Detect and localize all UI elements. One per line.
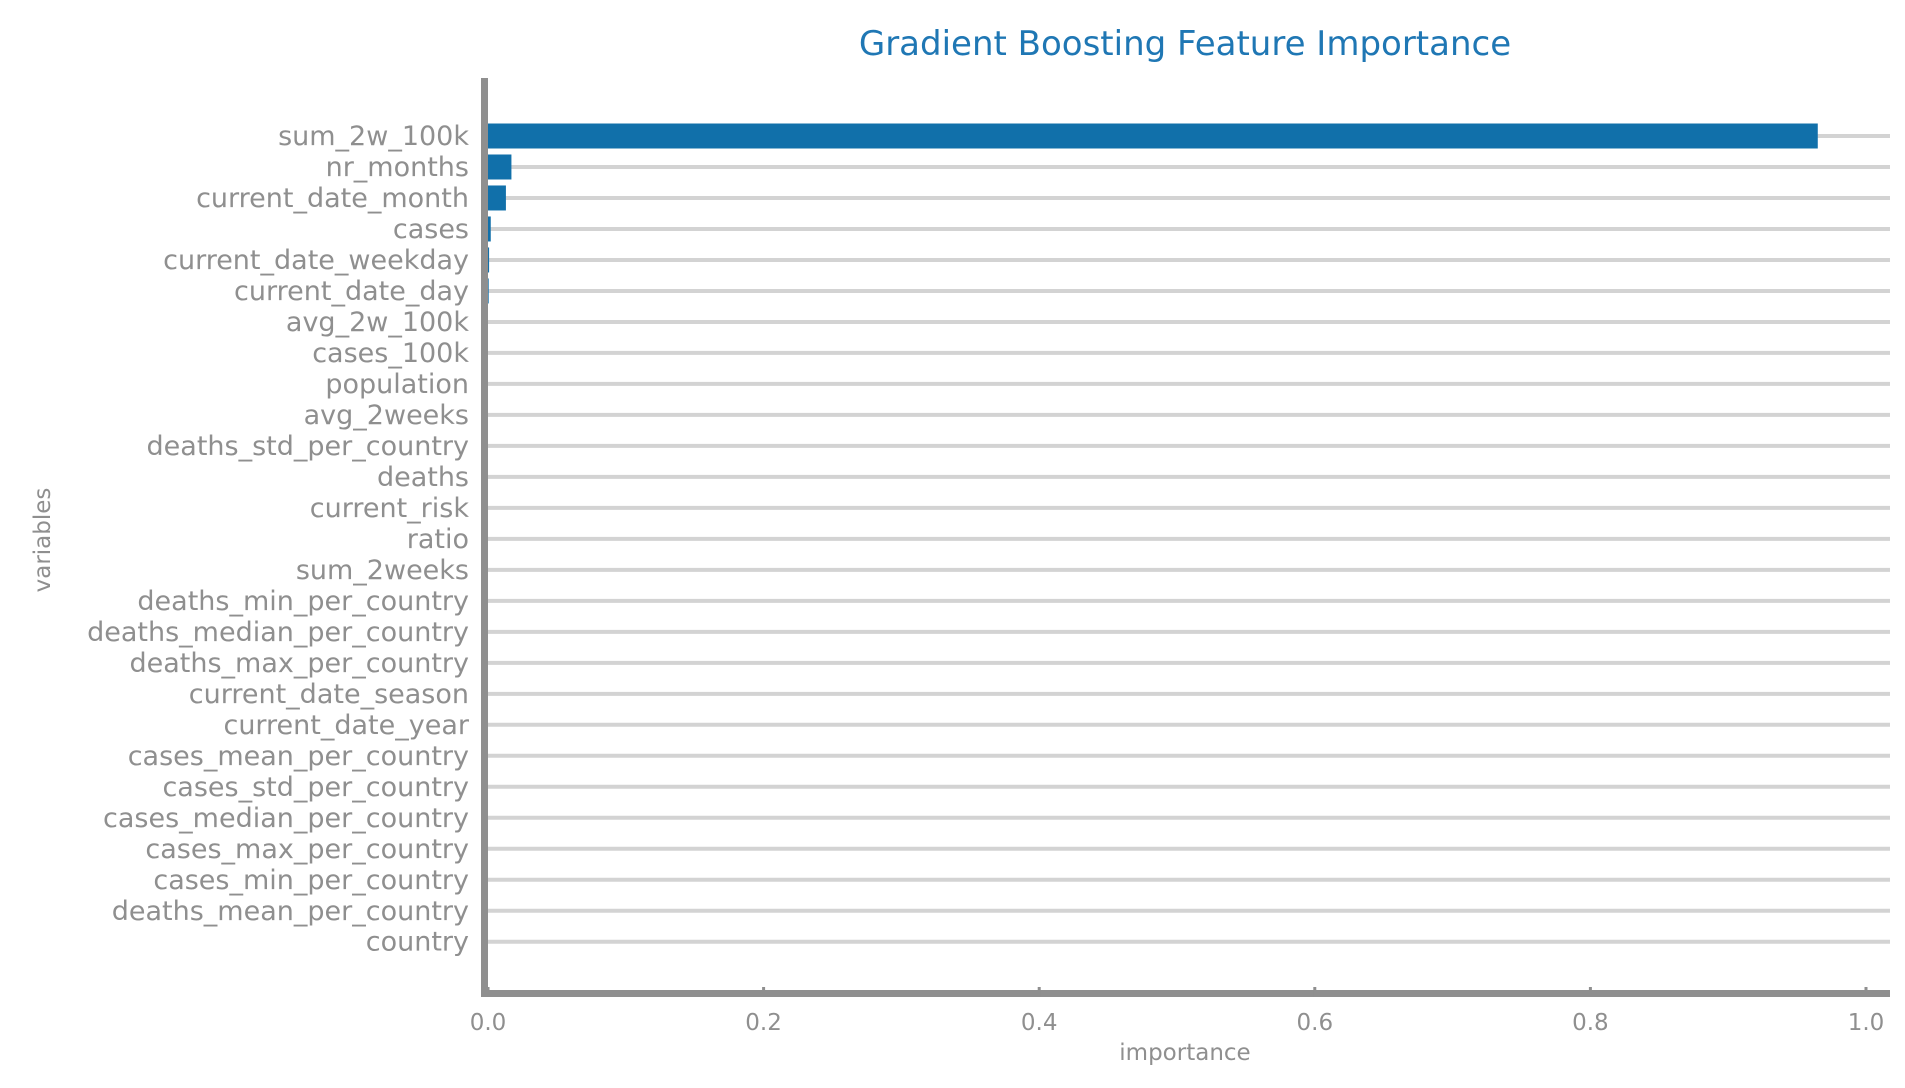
y-tick-label: current_date_year xyxy=(223,710,469,741)
y-tick-label: sum_2w_100k xyxy=(278,121,469,152)
bars xyxy=(488,123,1818,304)
y-tick-label: current_date_season xyxy=(189,679,469,710)
y-tick-label: deaths_mean_per_country xyxy=(112,896,469,927)
y-tick-label: cases_100k xyxy=(312,338,469,369)
y-tick-label: cases_min_per_country xyxy=(153,865,469,896)
y-axis-label: variables xyxy=(30,488,56,593)
y-tick-label: population xyxy=(325,369,469,400)
y-tick-label: deaths_max_per_country xyxy=(130,648,470,679)
grid-lines xyxy=(488,134,1890,944)
y-tick-label: deaths_min_per_country xyxy=(137,586,469,617)
y-tick-label: deaths xyxy=(377,462,469,493)
y-tick-label: avg_2weeks xyxy=(304,400,469,431)
y-tick-label: deaths_std_per_country xyxy=(147,431,469,462)
y-tick-label: cases xyxy=(393,214,469,245)
bar-nr_months xyxy=(488,154,512,180)
y-tick-label: current_date_weekday xyxy=(163,245,469,276)
y-tick-label: cases_std_per_country xyxy=(162,772,469,803)
bar-current_date_month xyxy=(488,185,506,211)
chart-title: Gradient Boosting Feature Importance xyxy=(859,24,1511,64)
y-tick-labels: sum_2w_100knr_monthscurrent_date_monthca… xyxy=(87,121,470,958)
bar-cases xyxy=(488,216,491,242)
bar-sum_2w_100k xyxy=(488,123,1818,149)
y-tick-label: deaths_median_per_country xyxy=(87,617,469,648)
y-tick-label: nr_months xyxy=(326,152,469,183)
x-tick-label: 0.4 xyxy=(1021,1010,1058,1036)
y-tick-label: current_risk xyxy=(310,493,470,524)
x-axis-label: importance xyxy=(1119,1040,1250,1066)
y-tick-label: cases_max_per_country xyxy=(145,834,469,865)
x-tick-label: 0.2 xyxy=(745,1010,782,1036)
y-tick-label: ratio xyxy=(407,524,469,555)
y-tick-label: current_date_month xyxy=(196,183,469,214)
bar-current_date_weekday xyxy=(488,247,490,273)
x-tick-label: 0.8 xyxy=(1572,1010,1609,1036)
y-tick-label: sum_2weeks xyxy=(296,555,469,586)
y-tick-label: country xyxy=(366,927,469,958)
y-axis-line xyxy=(481,78,488,997)
y-tick-label: current_date_day xyxy=(234,276,469,307)
x-tick-label: 0.0 xyxy=(470,1010,507,1036)
y-tick-label: cases_median_per_country xyxy=(103,803,469,834)
x-tick-label: 1.0 xyxy=(1848,1010,1885,1036)
y-tick-label: cases_mean_per_country xyxy=(128,741,469,772)
x-ticks: 0.0 0.2 0.4 0.6 0.8 1.0 xyxy=(470,987,1885,1036)
x-tick-label: 0.6 xyxy=(1297,1010,1334,1036)
x-axis-line xyxy=(481,990,1890,997)
y-tick-label: avg_2w_100k xyxy=(286,307,469,338)
bar-current_date_day xyxy=(488,278,489,304)
